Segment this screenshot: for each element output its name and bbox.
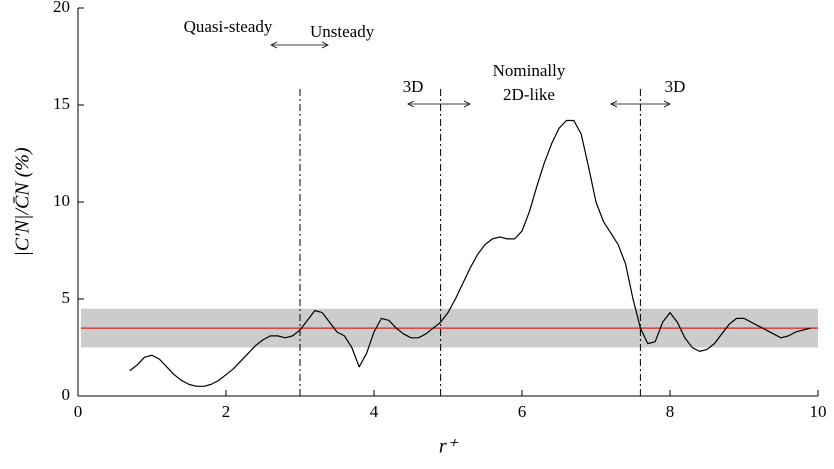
annotation: 3D [665, 77, 686, 96]
annotation: Nominally [493, 61, 566, 80]
arrowhead [463, 100, 471, 108]
x-tick-label: 2 [222, 402, 231, 421]
data-line [129, 119, 811, 387]
annotation: Unsteady [310, 22, 375, 41]
arrowhead [610, 100, 618, 108]
annotation: Quasi-steady [184, 17, 273, 36]
x-tick-label: 8 [666, 402, 675, 421]
x-tick-label: 0 [74, 402, 83, 421]
arrowhead [321, 41, 329, 49]
y-tick-label: 20 [53, 0, 70, 16]
x-tick-label: 10 [810, 402, 827, 421]
y-tick-label: 0 [62, 385, 71, 404]
x-axis-label: r⁺ [439, 436, 459, 458]
arrowhead [407, 100, 415, 108]
y-tick-label: 5 [62, 288, 71, 307]
arrowhead [663, 100, 671, 108]
annotation: 2D-like [503, 85, 555, 104]
x-tick-label: 4 [370, 402, 379, 421]
y-axis-label: |C′N|/C̄N (%) [12, 147, 34, 257]
arrowhead [270, 41, 278, 49]
x-tick-label: 6 [518, 402, 527, 421]
y-tick-label: 10 [53, 191, 70, 210]
y-tick-label: 15 [53, 94, 70, 113]
annotation: 3D [403, 77, 424, 96]
